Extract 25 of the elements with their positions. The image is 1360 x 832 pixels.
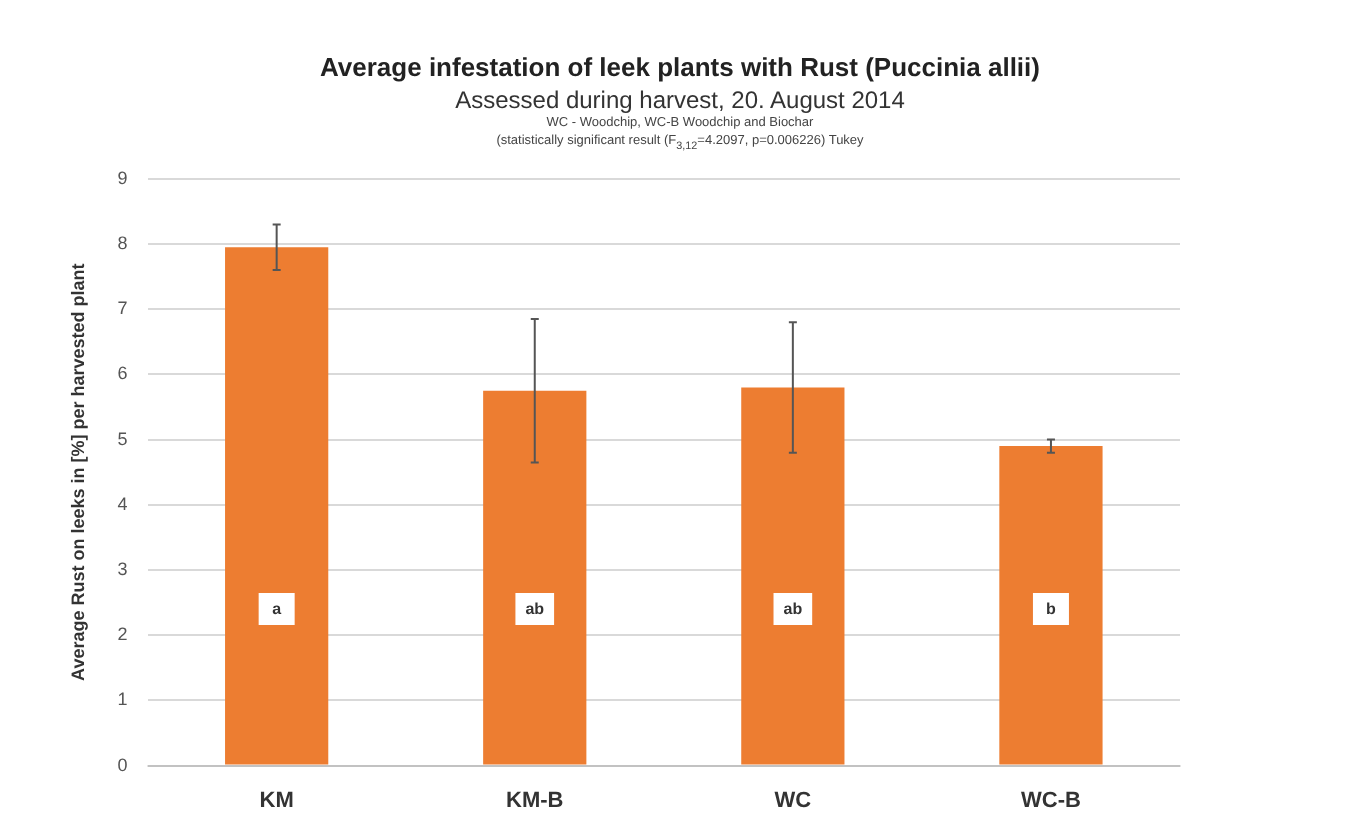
x-tick-label: KM <box>259 788 294 813</box>
bar <box>483 390 587 765</box>
y-tick-label: 0 <box>117 754 128 775</box>
y-tick-label: 8 <box>117 232 128 253</box>
y-tick-label: 2 <box>117 624 128 645</box>
chart-title: Average infestation of leek plants with Rust (Puccinia allii) <box>318 52 1042 82</box>
y-tick-label: 4 <box>117 493 128 514</box>
annotation: ab <box>783 599 803 618</box>
y-tick-label: 1 <box>117 689 128 710</box>
x-tick-label: KM-B <box>506 788 564 813</box>
y-tick-label: 7 <box>117 298 128 319</box>
y-tick-label: 6 <box>117 363 128 384</box>
chart-subtitle: Assessed during harvest, 20. August 2014 <box>453 86 907 114</box>
x-tick-label: WC-B <box>1021 788 1081 813</box>
annotation: ab <box>525 599 545 618</box>
bar <box>999 446 1103 765</box>
y-tick-label: 3 <box>117 558 128 579</box>
x-tick-label: WC <box>774 788 812 813</box>
bar <box>741 387 845 765</box>
y-axis-title: Average Rust on leeks in [%] per harvested plant <box>67 263 88 681</box>
annotation: a <box>272 599 283 618</box>
annotation: b <box>1046 599 1057 618</box>
y-tick-label: 9 <box>117 167 128 188</box>
bar <box>225 247 329 765</box>
y-tick-label: 5 <box>117 428 128 449</box>
